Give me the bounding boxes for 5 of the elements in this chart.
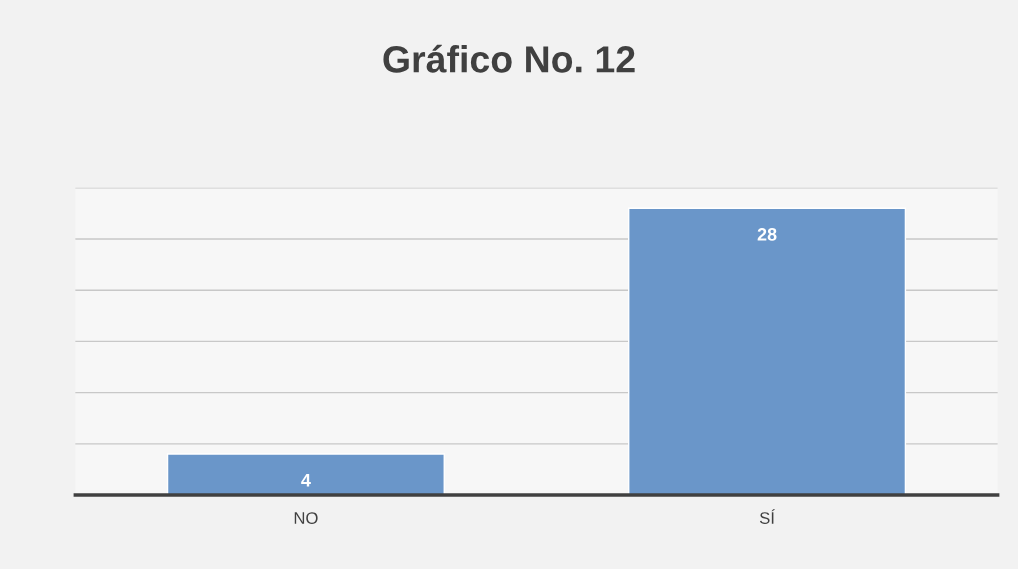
data-label: 4	[301, 474, 311, 487]
data-label: 28	[757, 228, 777, 241]
chart-title: Gráfico No. 12	[383, 44, 635, 73]
x-tick-label: SÍ	[759, 509, 775, 524]
x-tick-label: NO	[294, 512, 318, 524]
